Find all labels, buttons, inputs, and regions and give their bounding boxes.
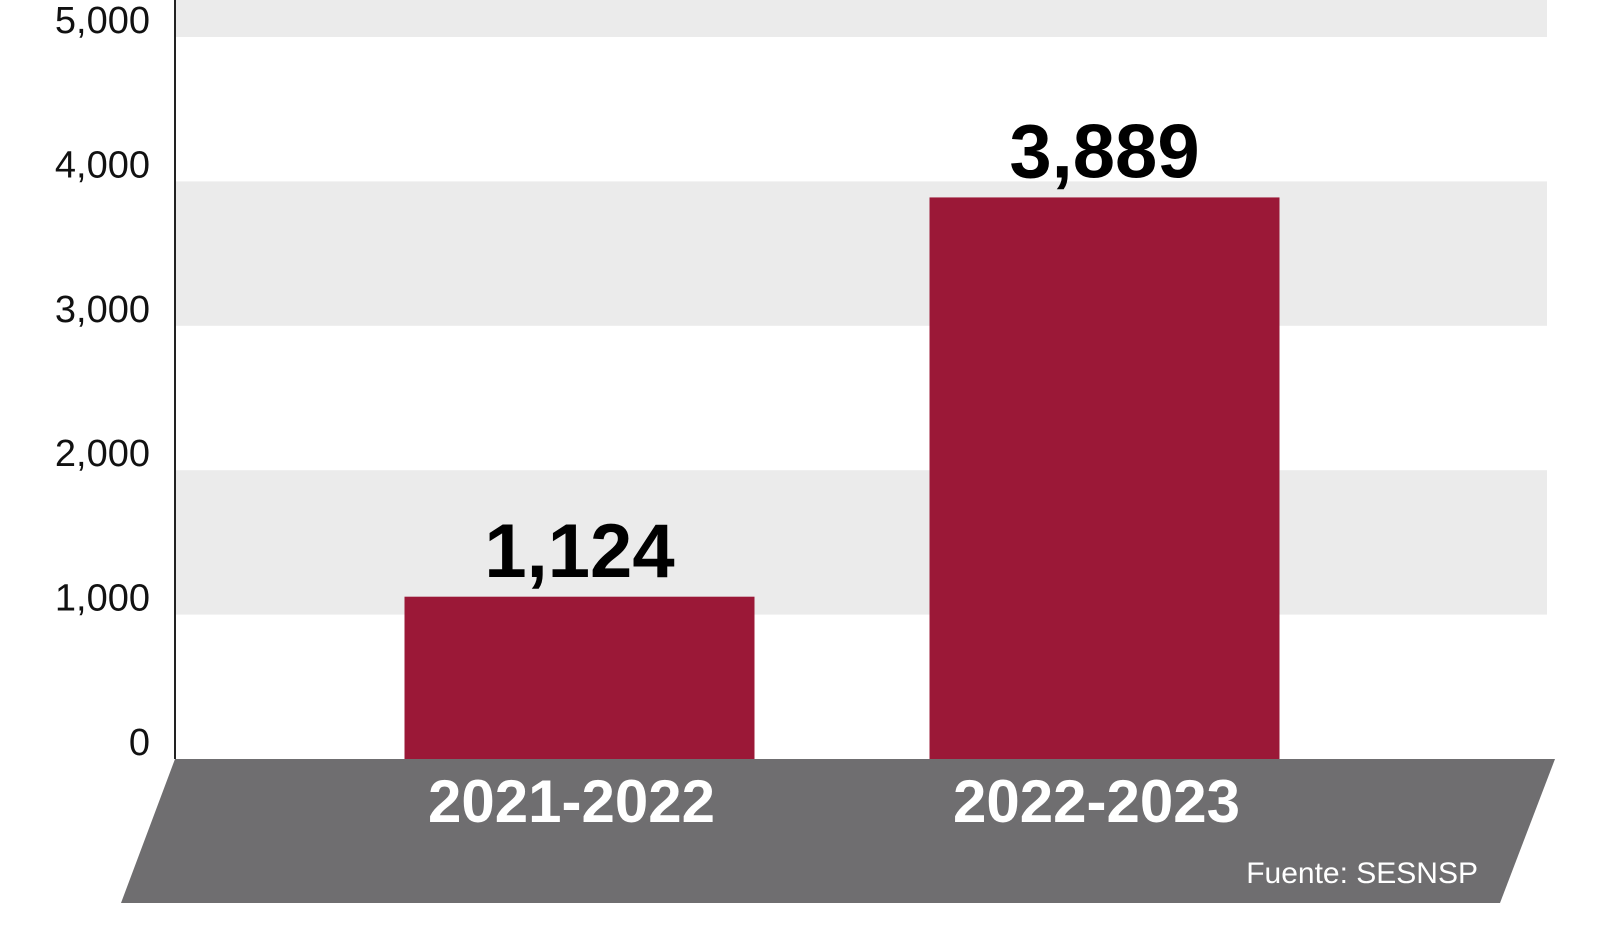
y-tick-label: 3,000 bbox=[55, 289, 150, 331]
grid-band bbox=[175, 181, 1547, 326]
y-tick-label: 1,000 bbox=[55, 578, 150, 620]
x-tick-label: 2021-2022 bbox=[428, 768, 715, 835]
y-tick-label: 5,000 bbox=[55, 0, 150, 42]
value-label: 1,124 bbox=[484, 509, 674, 594]
value-label: 3,889 bbox=[1009, 110, 1199, 195]
x-tick-label: 2022-2023 bbox=[953, 768, 1240, 835]
grid-band bbox=[175, 470, 1547, 615]
y-tick-label: 4,000 bbox=[55, 144, 150, 186]
bar bbox=[929, 197, 1280, 759]
band bbox=[175, 0, 1547, 37]
source: Fuente: SESNSP bbox=[1246, 857, 1478, 890]
y-tick-label: 2,000 bbox=[55, 433, 150, 475]
bar bbox=[404, 596, 755, 759]
ground bbox=[121, 759, 1555, 903]
y-tick-label: 0 bbox=[129, 722, 150, 764]
